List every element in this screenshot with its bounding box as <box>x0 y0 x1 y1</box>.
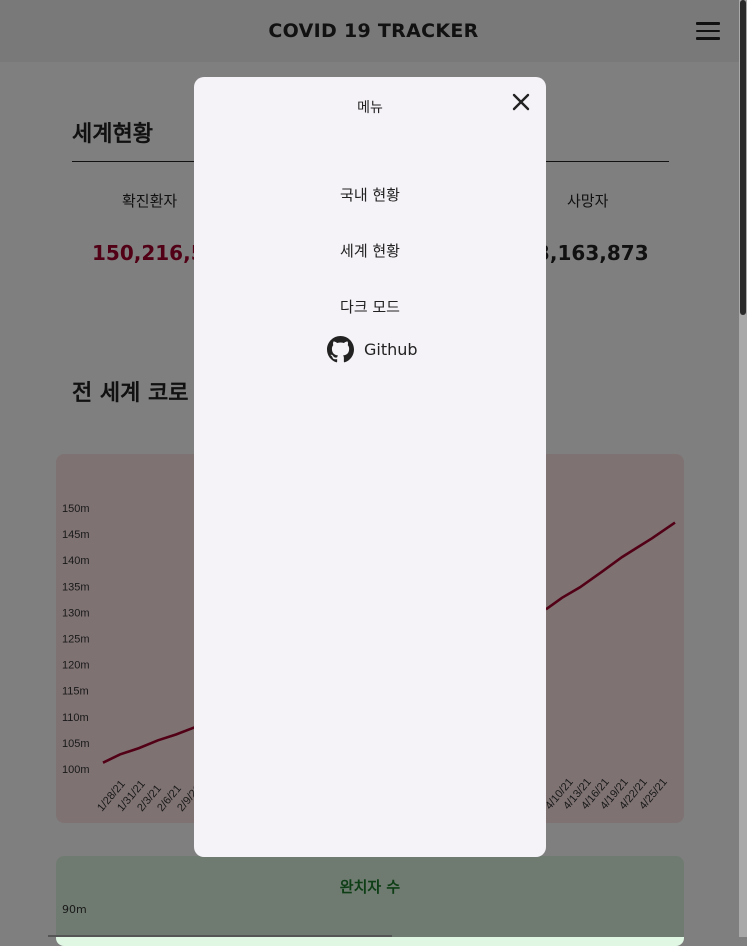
github-icon <box>327 335 354 362</box>
scrollbar-thumb[interactable] <box>740 0 746 315</box>
menu-modal: 메뉴 국내 현황 세계 현황 다크 모드 Github <box>194 77 546 857</box>
close-icon[interactable] <box>510 91 532 113</box>
menu-item-github[interactable]: Github <box>327 335 418 362</box>
scrollbar-track[interactable] <box>739 0 747 937</box>
menu-title: 메뉴 <box>357 100 383 116</box>
github-label: Github <box>364 339 418 359</box>
menu-item-dark-mode[interactable]: 다크 모드 <box>340 298 400 316</box>
bottom-edge-line <box>48 935 392 937</box>
menu-item-domestic[interactable]: 국내 현황 <box>340 186 400 204</box>
menu-item-world[interactable]: 세계 현황 <box>340 242 400 260</box>
